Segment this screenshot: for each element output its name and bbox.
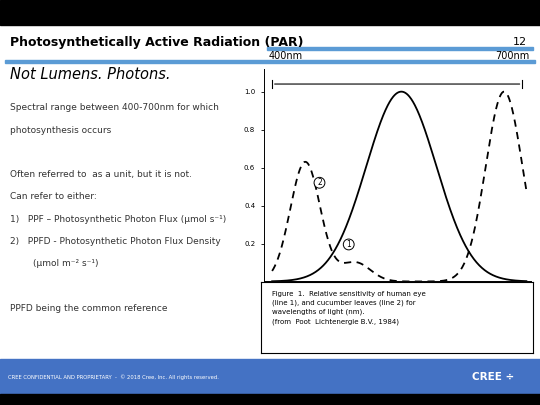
Text: 400nm: 400nm [269,51,303,61]
Bar [5,60,535,63]
Bar [0,359,540,394]
Text: 1)   PPF – Photosynthetic Photon Flux (µmol s⁻¹): 1) PPF – Photosynthetic Photon Flux (µmo… [10,215,226,224]
Text: CREE CONFIDENTIAL AND PROPRIETARY  -  © 2018 Cree, Inc. All rights reserved.: CREE CONFIDENTIAL AND PROPRIETARY - © 20… [8,374,219,380]
Text: Often referred to  as a unit, but it is not.: Often referred to as a unit, but it is n… [10,170,192,179]
Text: photosynthesis occurs: photosynthesis occurs [10,126,111,134]
Text: Photosynthetically Active Radiation (PAR): Photosynthetically Active Radiation (PAR… [10,36,303,49]
Text: PPFD being the common reference: PPFD being the common reference [10,304,167,313]
Text: 12: 12 [512,37,526,47]
Text: 2: 2 [317,178,322,187]
Text: Can refer to either:: Can refer to either: [10,192,97,201]
Text: 700nm: 700nm [495,51,529,61]
Text: CREE ÷: CREE ÷ [472,372,515,382]
Bar [267,47,533,50]
Text: Spectral range between 400-700nm for which: Spectral range between 400-700nm for whi… [10,103,219,112]
Text: Not Lumens. Photons.: Not Lumens. Photons. [10,67,170,83]
Text: Figure  1.  Relative sensitivity of human eye
(line 1), and cucumber leaves (lin: Figure 1. Relative sensitivity of human … [272,291,426,324]
Bar [0,25,540,359]
Bar [0,0,540,25]
Text: (µmol m⁻² s⁻¹): (µmol m⁻² s⁻¹) [10,259,98,268]
Bar [0,394,540,405]
Text: 2)   PPFD - Photosynthetic Photon Flux Density: 2) PPFD - Photosynthetic Photon Flux Den… [10,237,220,246]
Text: 1: 1 [346,240,351,249]
